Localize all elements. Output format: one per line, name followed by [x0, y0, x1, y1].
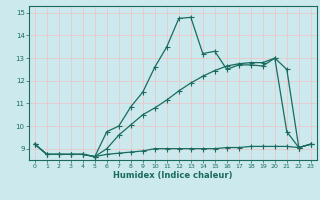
X-axis label: Humidex (Indice chaleur): Humidex (Indice chaleur) [113, 171, 233, 180]
